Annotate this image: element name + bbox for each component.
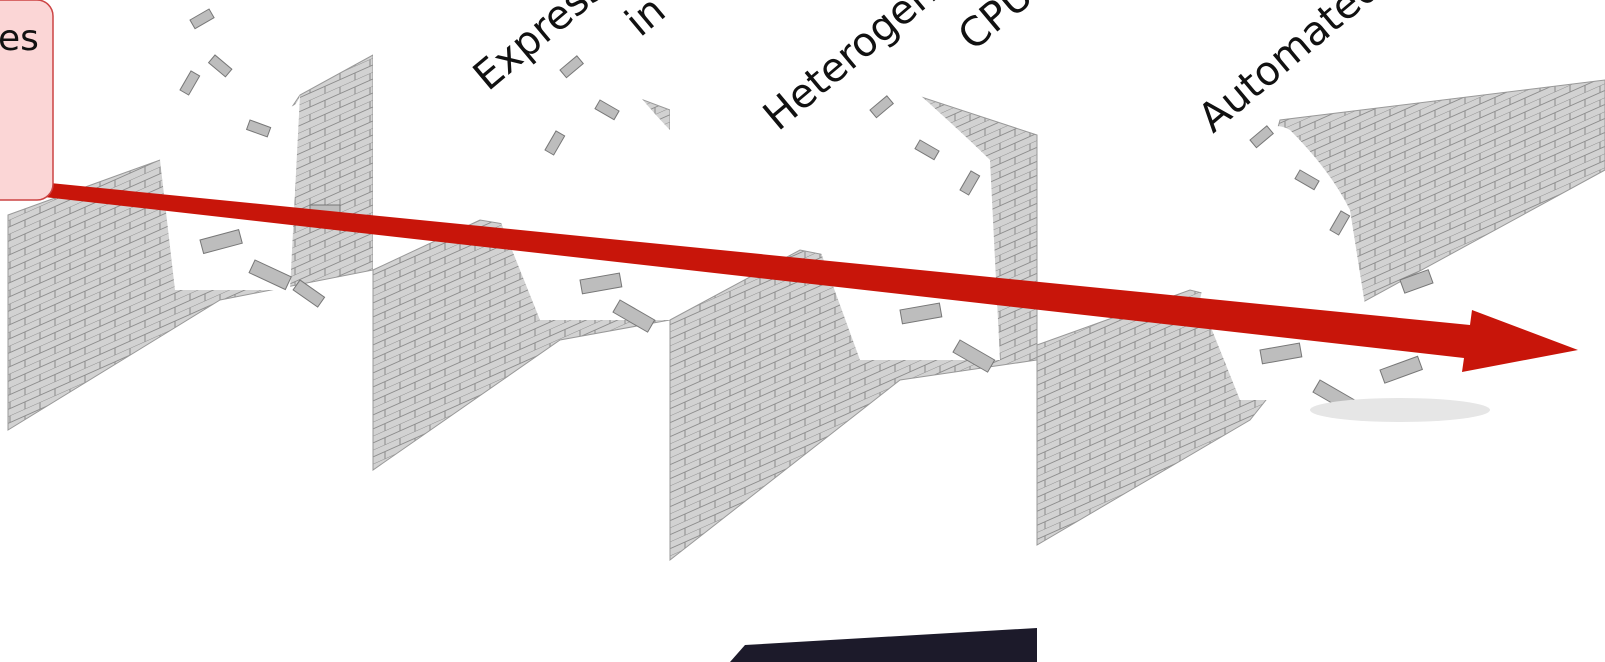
wall-panel	[670, 0, 1037, 662]
callout-text: es	[0, 18, 39, 59]
wall-panel	[373, 0, 670, 578]
wall-panel	[0, 0, 373, 535]
slide: es Express in Heterogene CPU Automated	[0, 0, 1605, 662]
scene: es Express in Heterogene CPU Automated	[0, 0, 1605, 662]
